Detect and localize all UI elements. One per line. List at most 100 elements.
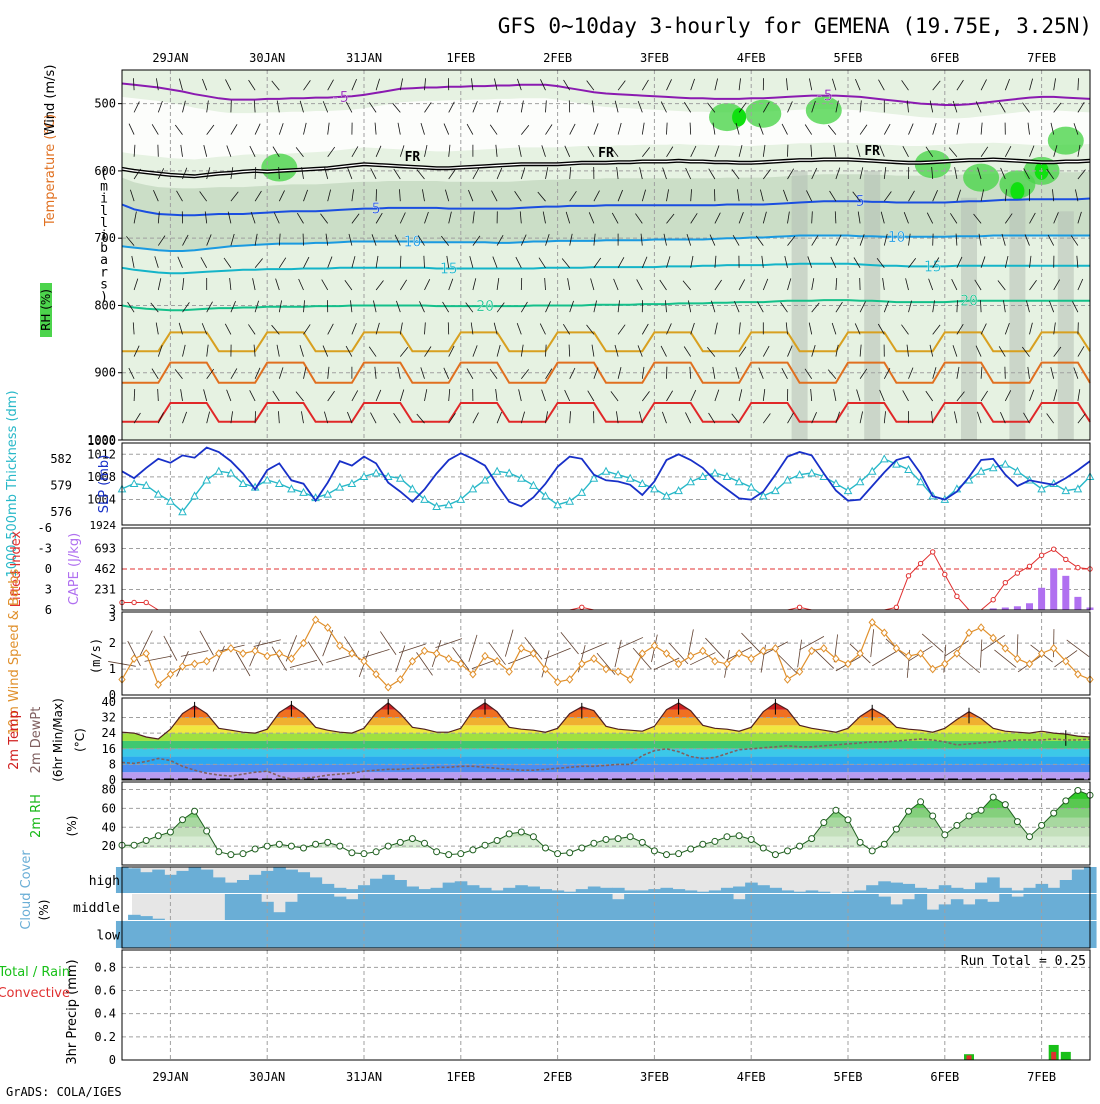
cloud-low-bar bbox=[431, 921, 444, 948]
cloud-middle-bar bbox=[1011, 897, 1024, 920]
rh2m-marker bbox=[918, 799, 924, 805]
cloud-low-bar bbox=[806, 921, 819, 948]
rh2m-marker bbox=[555, 851, 561, 857]
cloud-high-bar bbox=[902, 884, 915, 893]
rh2m-marker bbox=[906, 808, 912, 814]
cloud-units: (%) bbox=[37, 900, 51, 921]
freezing-level-label: FR bbox=[864, 144, 880, 159]
top-day-label: 3FEB bbox=[640, 51, 669, 65]
cloud-high-bar bbox=[685, 890, 698, 893]
cloud-high-bar bbox=[854, 890, 867, 893]
cloud-high-bar bbox=[527, 887, 540, 894]
rh2m-marker bbox=[180, 817, 186, 823]
rh2m-marker bbox=[155, 833, 161, 839]
cloud-level-label: low bbox=[97, 929, 121, 944]
lifted-index-marker bbox=[1003, 580, 1007, 584]
cloud-level-label: middle bbox=[73, 901, 120, 916]
cloud-high-bar bbox=[564, 892, 577, 893]
cloud-middle-bar bbox=[902, 899, 915, 920]
cloud-middle-bar bbox=[1060, 894, 1073, 920]
cloud-middle-bar bbox=[1048, 894, 1061, 920]
rh2m-marker bbox=[530, 834, 536, 840]
cloud-low-bar bbox=[140, 921, 153, 948]
precip-legend-convective: Convective bbox=[0, 986, 70, 1001]
rh2m-marker bbox=[869, 848, 875, 854]
cloud-low-bar bbox=[370, 921, 383, 948]
lifted-index-marker bbox=[1027, 564, 1031, 568]
cloud-middle-bar bbox=[1023, 894, 1036, 920]
cloud-high-bar bbox=[721, 888, 734, 893]
cloud-middle-bar bbox=[721, 894, 734, 920]
cloud-low-bar bbox=[576, 921, 589, 948]
cloud-low-bar bbox=[564, 921, 577, 948]
cloud-middle-bar bbox=[636, 894, 649, 920]
cloud-low-bar bbox=[866, 921, 879, 948]
cloud-middle-bar bbox=[794, 894, 807, 920]
top-day-label: 31JAN bbox=[346, 51, 382, 65]
bottom-day-label: 4FEB bbox=[737, 1070, 766, 1084]
cloud-middle-bar bbox=[418, 894, 431, 920]
rh2m-marker bbox=[736, 833, 742, 839]
rh2m-marker bbox=[930, 813, 936, 819]
cloud-low-bar bbox=[685, 921, 698, 948]
rh2m-marker bbox=[1051, 810, 1057, 816]
cloud-middle-bar bbox=[624, 894, 637, 920]
cloud-middle-bar bbox=[322, 894, 335, 920]
lifted-index-marker bbox=[1015, 571, 1019, 575]
wind10m-tick-label: 1 bbox=[109, 662, 116, 676]
cape-ylabel: CAPE (J/kg) bbox=[67, 533, 82, 605]
isotherm-label: 15 bbox=[440, 259, 458, 277]
rh2m-tick-label: 60 bbox=[102, 801, 116, 815]
cloud-middle-bar bbox=[1072, 894, 1085, 920]
cloud-low-bar bbox=[660, 921, 673, 948]
cloud-high-bar bbox=[189, 867, 202, 893]
rh2m-marker bbox=[591, 840, 597, 846]
rh2m-marker bbox=[664, 852, 670, 858]
cloud-middle-bar bbox=[963, 904, 976, 920]
rh2m-marker bbox=[143, 837, 149, 843]
isotherm-label: 10 bbox=[887, 228, 905, 246]
cloud-middle-bar bbox=[394, 894, 407, 920]
cloud-low-bar bbox=[297, 921, 310, 948]
rh2m-marker bbox=[627, 834, 633, 840]
cloud-low-bar bbox=[709, 921, 722, 948]
temp-tick-label: 8 bbox=[109, 757, 116, 771]
lifted-index-marker bbox=[943, 572, 947, 576]
bottom-day-label: 3FEB bbox=[640, 1070, 669, 1084]
cape-bar bbox=[1026, 603, 1033, 610]
cloud-high-bar bbox=[213, 877, 226, 893]
cloud-middle-bar bbox=[975, 899, 988, 920]
isotherm-label: -5 bbox=[331, 88, 349, 106]
li-tick-label: 0 bbox=[45, 562, 52, 576]
cloud-low-bar bbox=[588, 921, 601, 948]
wind10m-tick-label: 2 bbox=[109, 636, 116, 650]
isotherm-label: 20 bbox=[960, 292, 978, 310]
cloud-low-bar bbox=[1011, 921, 1024, 948]
lifted-index-marker bbox=[580, 605, 584, 609]
rh2m-marker bbox=[494, 837, 500, 843]
cloud-middle-bar bbox=[697, 894, 710, 920]
cloud-middle-bar bbox=[237, 894, 250, 920]
cloud-high-bar bbox=[539, 889, 552, 893]
cloud-high-bar bbox=[1011, 890, 1024, 893]
rh2m-marker bbox=[458, 851, 464, 857]
cape-tick-label: 462 bbox=[94, 562, 116, 576]
cloud-middle-bar bbox=[382, 894, 395, 920]
cloud-low-bar bbox=[491, 921, 504, 948]
cloud-low-bar bbox=[310, 921, 323, 948]
cloud-high-bar bbox=[769, 888, 782, 893]
cloud-low-bar bbox=[1072, 921, 1085, 948]
upper-air-ylabel-char: ) bbox=[100, 290, 108, 305]
lifted-index-marker bbox=[955, 594, 959, 598]
cloud-high-bar bbox=[951, 888, 964, 893]
cloud-low-bar bbox=[890, 921, 903, 948]
cloud-low-bar bbox=[769, 921, 782, 948]
rh2m-marker bbox=[216, 849, 222, 855]
cloud-low-bar bbox=[152, 921, 165, 948]
rh2m-marker bbox=[833, 807, 839, 813]
rh2m-marker bbox=[651, 848, 657, 854]
top-day-label: 6FEB bbox=[930, 51, 959, 65]
cloud-middle-bar bbox=[866, 894, 879, 920]
cloud-middle-bar bbox=[757, 894, 770, 920]
